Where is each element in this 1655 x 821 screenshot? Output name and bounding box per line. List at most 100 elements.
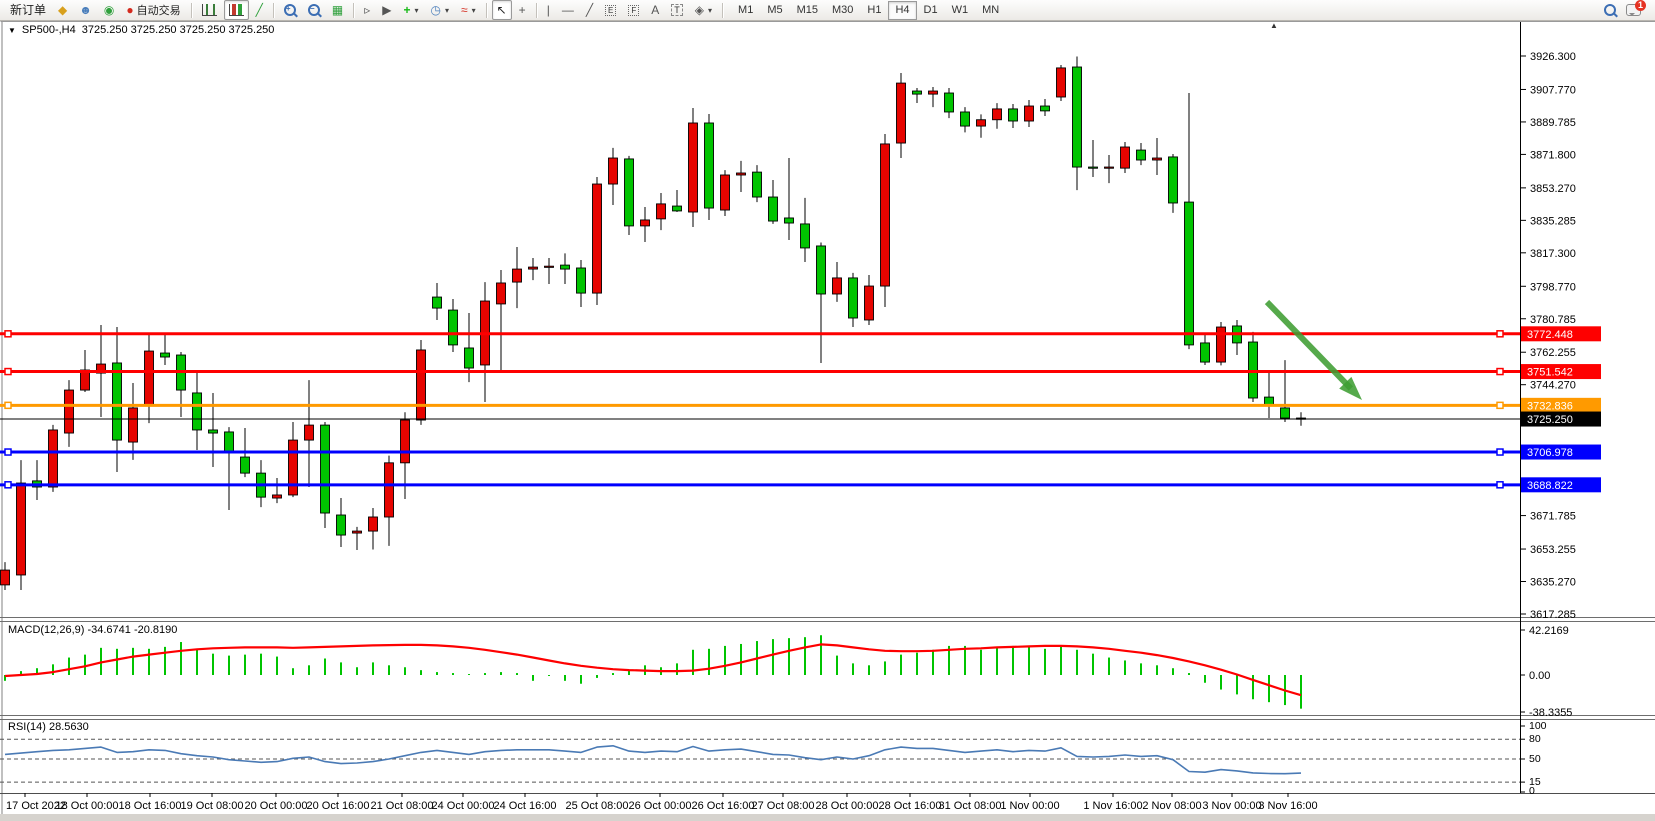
- svg-text:20 Oct 16:00: 20 Oct 16:00: [307, 800, 370, 812]
- svg-text:3725.250: 3725.250: [1527, 414, 1573, 426]
- chart-shift-button[interactable]: ▹: [359, 0, 375, 20]
- channel-tool-button[interactable]: E: [600, 0, 621, 20]
- line-chart-mode-button[interactable]: ╱: [251, 0, 268, 20]
- vertical-line-tool-button[interactable]: |: [542, 0, 555, 20]
- chart-title-bar: ▼ SP500-,H4 3725.250 3725.250 3725.250 3…: [8, 24, 274, 36]
- svg-text:17 Oct 2022: 17 Oct 2022: [6, 800, 66, 812]
- window-marker-icon[interactable]: ▲: [1270, 21, 1278, 30]
- svg-text:3706.978: 3706.978: [1527, 447, 1573, 459]
- new-order-button[interactable]: 新订单: [5, 0, 51, 20]
- zoom-out-icon: −: [307, 4, 320, 16]
- timeframe-h1-button[interactable]: H1: [867, 3, 882, 16]
- svg-text:3772.448: 3772.448: [1527, 329, 1573, 341]
- broadcast-icon: ◉: [103, 3, 115, 17]
- auto-scroll-button[interactable]: ▶: [377, 0, 396, 20]
- trendline-tool-button[interactable]: ╱: [581, 0, 598, 20]
- crosshair-tool-button[interactable]: +: [514, 0, 531, 20]
- svg-text:3688.822: 3688.822: [1527, 480, 1573, 492]
- auto-trading-label: 自动交易: [136, 5, 181, 17]
- toolbar: 新订单 ◆ ☻ ◉ ● 自动交易 ╱ + − ▦ ▹ ▶ + ▾ ◷ ▾ ≈ ▾ ↖ …: [0, 0, 1655, 21]
- svg-text:28 Oct 16:00: 28 Oct 16:00: [879, 800, 942, 812]
- horizontal-line-tool-button[interactable]: —: [557, 0, 579, 20]
- timeframe-h4-button[interactable]: H4: [888, 0, 917, 20]
- chevron-down-icon: ▾: [444, 5, 449, 15]
- svg-text:3780.785: 3780.785: [1530, 314, 1576, 326]
- svg-text:27 Oct 08:00: 27 Oct 08:00: [752, 800, 815, 812]
- svg-text:3926.300: 3926.300: [1530, 51, 1576, 63]
- tile-windows-button[interactable]: ▦: [327, 0, 348, 20]
- timeframe-m30-button[interactable]: M30: [832, 3, 854, 16]
- timeframe-w1-button[interactable]: W1: [951, 3, 969, 16]
- fibonacci-tool-button[interactable]: F: [623, 0, 644, 20]
- svg-text:21 Oct 08:00: 21 Oct 08:00: [371, 800, 434, 812]
- auto-trading-button[interactable]: ● 自动交易: [121, 0, 185, 20]
- svg-text:3617.285: 3617.285: [1530, 609, 1576, 621]
- timeframe-m15-button[interactable]: M15: [796, 3, 819, 16]
- svg-text:42.2169: 42.2169: [1529, 625, 1569, 637]
- timeframe-m5-button[interactable]: M5: [767, 3, 783, 16]
- zoom-out-button[interactable]: −: [303, 0, 325, 20]
- text-tool-button[interactable]: A: [646, 0, 664, 20]
- shapes-icon: ◈: [694, 3, 705, 17]
- toolbar-right-group: 1: [1604, 0, 1655, 16]
- text-label-tool-button[interactable]: T: [666, 0, 688, 20]
- news-button[interactable]: ◉: [99, 0, 119, 20]
- svg-text:3653.255: 3653.255: [1530, 544, 1576, 556]
- notification-badge: 1: [1635, 0, 1646, 11]
- chart-ohlc-values: 3725.250 3725.250 3725.250 3725.250: [81, 24, 275, 36]
- timeframe-mn-button[interactable]: MN: [982, 3, 1000, 16]
- svg-text:25 Oct 08:00: 25 Oct 08:00: [566, 800, 629, 812]
- line-chart-icon: ╱: [255, 3, 263, 17]
- indicators-icon: ≈: [461, 3, 468, 17]
- cursor-icon: ↖: [496, 3, 507, 17]
- text-label-icon: T: [671, 4, 683, 16]
- svg-text:-38.3355: -38.3355: [1529, 707, 1572, 719]
- zoom-in-icon: +: [283, 4, 296, 16]
- signals-button[interactable]: ☻: [74, 0, 97, 20]
- svg-text:3907.770: 3907.770: [1530, 84, 1576, 96]
- svg-text:50: 50: [1529, 753, 1541, 765]
- chart-shift-icon: ▹: [364, 3, 371, 17]
- shapes-tool-button[interactable]: ◈ ▾: [690, 0, 717, 20]
- svg-text:3635.270: 3635.270: [1530, 577, 1576, 589]
- chat-bubble-icon[interactable]: 1: [1626, 0, 1646, 16]
- bar-chart-icon: [201, 4, 217, 16]
- svg-text:18 Oct 00:00: 18 Oct 00:00: [56, 800, 119, 812]
- new-chart-button[interactable]: + ▾: [398, 0, 423, 20]
- bar-chart-mode-button[interactable]: [197, 0, 222, 20]
- trendline-icon: ╱: [585, 3, 594, 17]
- equidistant-channel-icon: E: [605, 4, 617, 16]
- timeframe-d1-button[interactable]: D1: [923, 3, 938, 16]
- chevron-down-icon: ▾: [708, 5, 713, 15]
- macd-indicator-label: MACD(12,26,9) -34.6741 -20.8190: [8, 624, 178, 636]
- candlestick-mode-button[interactable]: [223, 0, 249, 20]
- tile-windows-icon: ▦: [331, 3, 344, 17]
- rsi-indicator-label: RSI(14) 28.5630: [8, 721, 89, 733]
- svg-text:3 Nov 16:00: 3 Nov 16:00: [1258, 800, 1317, 812]
- separator: [485, 2, 487, 18]
- symbol-dropdown-icon[interactable]: ▼: [8, 25, 16, 35]
- chart-symbol-period: SP500-,H4: [21, 24, 76, 36]
- separator: [722, 2, 724, 18]
- chevron-down-icon: ▾: [471, 5, 476, 15]
- svg-text:1 Nov 00:00: 1 Nov 00:00: [1000, 800, 1059, 812]
- market-button[interactable]: ◆: [53, 0, 72, 20]
- separator: [272, 2, 274, 18]
- indicators-button[interactable]: ≈ ▾: [456, 0, 481, 20]
- svg-text:24 Oct 16:00: 24 Oct 16:00: [494, 800, 557, 812]
- svg-text:26 Oct 16:00: 26 Oct 16:00: [692, 800, 755, 812]
- cursor-tool-button[interactable]: ↖: [491, 0, 512, 20]
- gold-diamond-icon: ◆: [58, 3, 68, 17]
- svg-text:2 Nov 08:00: 2 Nov 08:00: [1142, 800, 1201, 812]
- separator: [535, 2, 537, 18]
- svg-text:3732.836: 3732.836: [1527, 400, 1573, 412]
- svg-text:3835.285: 3835.285: [1530, 215, 1576, 227]
- svg-text:3871.800: 3871.800: [1530, 149, 1576, 161]
- periods-clock-button[interactable]: ◷ ▾: [426, 0, 455, 20]
- zoom-in-button[interactable]: +: [279, 0, 301, 20]
- person-icon: ☻: [79, 3, 92, 17]
- svg-text:26 Oct 00:00: 26 Oct 00:00: [629, 800, 692, 812]
- search-icon[interactable]: [1604, 4, 1616, 16]
- timeframe-m1-button[interactable]: M1: [738, 3, 754, 16]
